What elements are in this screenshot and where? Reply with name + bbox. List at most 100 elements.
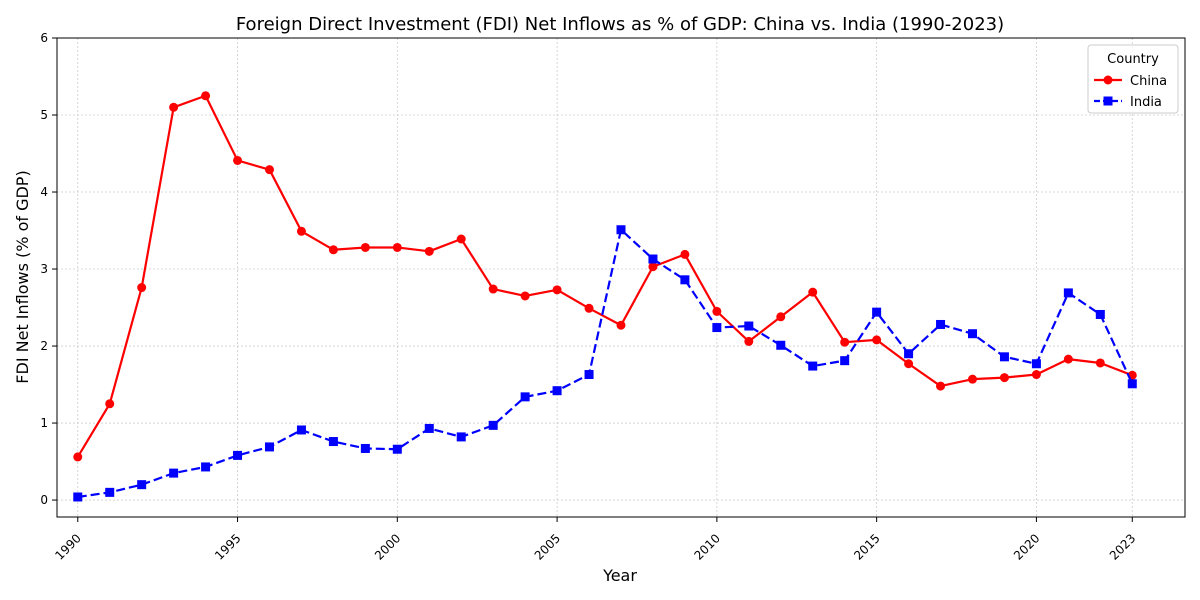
data-point-india bbox=[296, 425, 306, 435]
data-point-india bbox=[360, 443, 370, 453]
data-point-india bbox=[552, 386, 562, 396]
data-point-china bbox=[648, 262, 658, 272]
data-point-china bbox=[360, 242, 370, 252]
y-axis: 0 1 2 3 4 5 6 bbox=[40, 31, 57, 507]
legend-label-india: India bbox=[1130, 95, 1162, 110]
data-point-india bbox=[808, 361, 818, 371]
data-point-india bbox=[328, 437, 338, 447]
legend-box bbox=[1087, 44, 1179, 114]
y-tick-label: 4 bbox=[40, 185, 48, 199]
data-point-china bbox=[264, 165, 274, 175]
x-tick-label: 2020 bbox=[1011, 531, 1042, 562]
data-point-india bbox=[1031, 359, 1041, 369]
x-axis-label: Year bbox=[602, 566, 637, 585]
data-point-china bbox=[488, 284, 498, 294]
data-point-china bbox=[616, 320, 626, 330]
data-point-china bbox=[1031, 370, 1041, 380]
data-point-india bbox=[1127, 379, 1137, 389]
series-china-line bbox=[76, 94, 1133, 458]
series-layer bbox=[73, 91, 1137, 502]
y-tick-label: 3 bbox=[40, 262, 48, 276]
data-point-china bbox=[680, 249, 690, 259]
data-point-china bbox=[584, 303, 594, 313]
y-axis-label: FDI Net Inflows (% of GDP) bbox=[13, 170, 32, 383]
data-point-india bbox=[616, 225, 626, 235]
data-point-china bbox=[872, 335, 882, 345]
y-tick-label: 0 bbox=[40, 493, 48, 507]
data-point-india bbox=[680, 275, 690, 285]
data-point-india bbox=[392, 444, 402, 454]
series-india bbox=[73, 225, 1137, 502]
data-point-india bbox=[233, 450, 243, 460]
data-point-china bbox=[137, 283, 147, 293]
y-tick-label: 2 bbox=[40, 339, 48, 353]
data-point-india bbox=[872, 307, 882, 317]
plot-frame bbox=[56, 37, 1186, 518]
data-point-china bbox=[201, 91, 211, 101]
x-tick-label: 1990 bbox=[52, 531, 83, 562]
data-point-china bbox=[520, 291, 530, 301]
data-point-india bbox=[999, 352, 1009, 362]
data-point-india bbox=[201, 462, 211, 472]
data-point-india bbox=[169, 468, 179, 478]
data-point-india bbox=[904, 349, 914, 359]
x-tick-label: 1995 bbox=[212, 531, 243, 562]
x-tick-label: 2000 bbox=[372, 531, 403, 562]
data-point-india bbox=[73, 492, 83, 502]
data-point-india bbox=[105, 487, 115, 497]
legend-label-china: China bbox=[1130, 74, 1167, 89]
data-point-india bbox=[648, 254, 658, 264]
data-point-india bbox=[744, 321, 754, 331]
data-point-china bbox=[904, 359, 914, 369]
data-point-india bbox=[137, 480, 147, 490]
data-point-china bbox=[73, 452, 83, 462]
y-tick-label: 1 bbox=[40, 416, 48, 430]
y-tick-label: 5 bbox=[40, 108, 48, 122]
data-point-china bbox=[936, 381, 946, 391]
series-china bbox=[73, 91, 1137, 462]
x-tick-label: 2023 bbox=[1107, 531, 1138, 562]
data-point-india bbox=[968, 329, 978, 339]
chart-title: Foreign Direct Investment (FDI) Net Infl… bbox=[236, 14, 1004, 35]
data-point-china bbox=[424, 246, 434, 256]
data-point-china bbox=[456, 234, 466, 244]
series-india-line bbox=[77, 228, 1134, 499]
data-point-china bbox=[1063, 354, 1073, 364]
data-point-china bbox=[840, 337, 850, 347]
data-point-china bbox=[808, 287, 818, 297]
data-point-china bbox=[296, 226, 306, 236]
legend: Country China India bbox=[1087, 44, 1179, 114]
data-point-china bbox=[968, 374, 978, 384]
legend-marker-india bbox=[1103, 96, 1113, 106]
y-tick-label: 6 bbox=[40, 31, 48, 45]
data-point-china bbox=[776, 312, 786, 322]
data-point-china bbox=[712, 306, 722, 316]
data-point-india bbox=[840, 356, 850, 366]
data-point-india bbox=[1095, 309, 1105, 319]
data-point-china bbox=[744, 336, 754, 346]
data-point-india bbox=[264, 442, 274, 452]
data-point-china bbox=[169, 102, 179, 112]
grid-lines bbox=[57, 37, 1185, 517]
data-point-china bbox=[1095, 358, 1105, 368]
data-point-india bbox=[776, 340, 786, 350]
data-point-india bbox=[936, 319, 946, 329]
data-point-india bbox=[488, 420, 498, 430]
x-tick-label: 2010 bbox=[691, 531, 722, 562]
data-point-india bbox=[1063, 288, 1073, 298]
data-point-china bbox=[999, 373, 1009, 383]
x-tick-label: 2015 bbox=[851, 531, 882, 562]
legend-title: Country bbox=[1107, 52, 1159, 67]
data-point-india bbox=[456, 432, 466, 442]
data-point-india bbox=[424, 423, 434, 433]
data-point-china bbox=[392, 242, 402, 252]
data-point-china bbox=[233, 155, 243, 165]
data-point-india bbox=[584, 370, 594, 380]
data-point-china bbox=[328, 245, 338, 255]
legend-marker-china bbox=[1103, 75, 1113, 85]
x-axis: 1990 1995 2000 2005 2010 2015 2020 2023 bbox=[52, 517, 1138, 563]
data-point-india bbox=[520, 392, 530, 402]
data-point-china bbox=[105, 399, 115, 409]
data-point-india bbox=[712, 323, 722, 333]
